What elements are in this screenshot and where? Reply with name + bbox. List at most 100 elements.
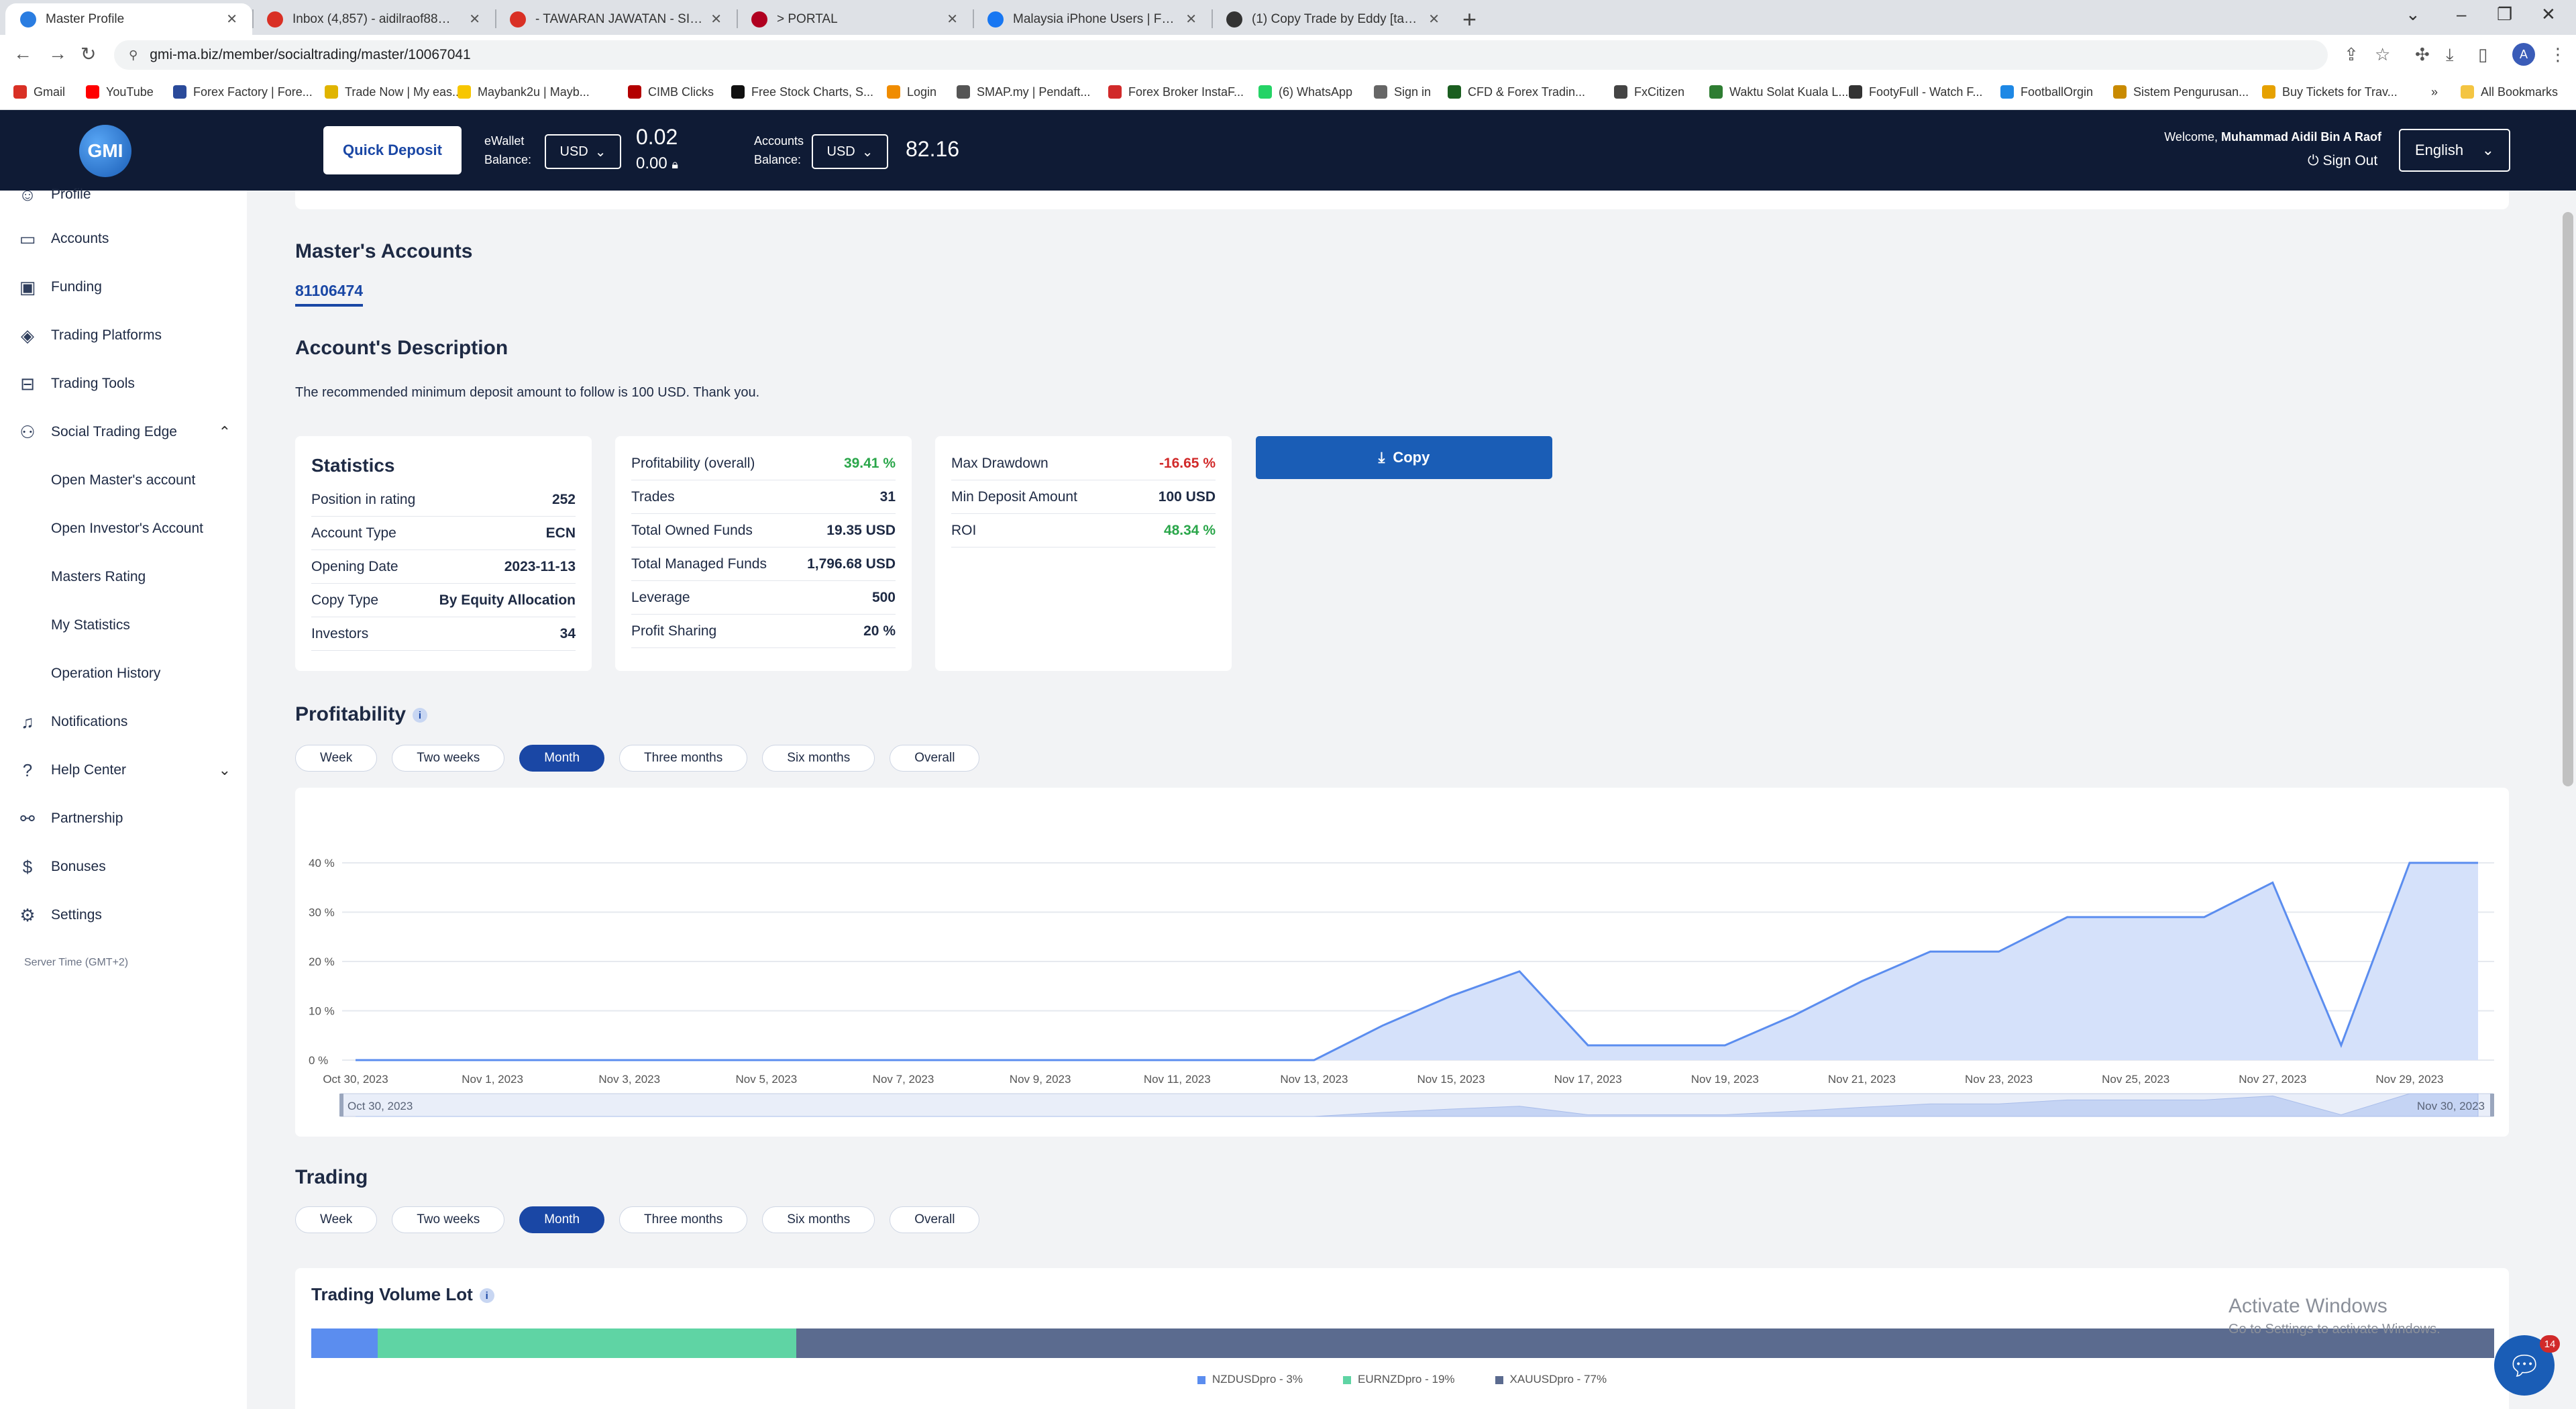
volume-segment[interactable] — [311, 1328, 378, 1358]
browser-tab[interactable]: > PORTAL ✕ — [737, 3, 973, 35]
share-icon[interactable]: ⇪ — [2344, 44, 2359, 64]
bookmark-item[interactable]: Buy Tickets for Trav... — [2262, 74, 2398, 110]
sign-out-link[interactable]: ⏻ Sign Out — [2308, 153, 2378, 168]
ewallet-label: eWallet Balance: — [484, 134, 532, 166]
close-tab-icon[interactable]: ✕ — [226, 12, 237, 27]
bookmark-item[interactable]: FxCitizen — [1614, 74, 1684, 110]
browser-tab[interactable]: - TAWARAN JAWATAN - SISTEM ✕ — [495, 3, 737, 35]
bookmark-item[interactable]: Waktu Solat Kuala L... — [1709, 74, 1848, 110]
reload-icon[interactable]: ↻ — [80, 44, 97, 64]
browser-tab[interactable]: (1) Copy Trade by Eddy [target 2 ✕ — [1212, 3, 1454, 35]
volume-segment[interactable] — [377, 1328, 797, 1358]
period-tab-three-months[interactable]: Three months — [619, 1206, 748, 1233]
stat-label: Leverage — [631, 589, 690, 605]
bookmark-item[interactable]: FootyFull - Watch F... — [1849, 74, 1982, 110]
sidebar-subitem[interactable]: Operation History — [51, 666, 161, 681]
sidebar-item-trading-platforms[interactable]: ◈ Trading Platforms — [0, 315, 247, 356]
bookmark-star-icon[interactable]: ☆ — [2375, 44, 2391, 64]
sidebar-subitem[interactable]: My Statistics — [51, 617, 130, 633]
bookmark-item[interactable]: Trade Now | My eas... — [325, 74, 462, 110]
bookmark-item[interactable]: Gmail — [13, 74, 65, 110]
sidebar-item-accounts[interactable]: ▭ Accounts — [0, 219, 247, 259]
side-panel-icon[interactable]: ▯ — [2478, 44, 2488, 64]
sidebar-item-notifications[interactable]: ♫ Notifications — [0, 702, 247, 742]
period-tab-month[interactable]: Month — [519, 745, 605, 772]
sidebar-subitem[interactable]: Open Investor's Account — [51, 521, 203, 536]
bookmark-item[interactable]: (6) WhatsApp — [1258, 74, 1352, 110]
bookmark-item[interactable]: Forex Broker InstaF... — [1108, 74, 1244, 110]
scrollbar[interactable] — [2563, 212, 2573, 786]
new-tab-button[interactable]: + — [1462, 5, 1477, 33]
period-tab-two-weeks[interactable]: Two weeks — [392, 1206, 505, 1233]
close-tab-icon[interactable]: ✕ — [1185, 12, 1197, 27]
language-select[interactable]: English ⌄ — [2399, 129, 2510, 172]
period-tab-overall[interactable]: Overall — [890, 745, 980, 772]
sidebar-item-trading-tools[interactable]: ⊟ Trading Tools — [0, 364, 247, 404]
bookmark-item[interactable]: YouTube — [86, 74, 154, 110]
gmi-logo[interactable]: GMI — [79, 125, 131, 177]
browser-tab[interactable]: Inbox (4,857) - aidilraof88@gmail.com ✕ — [252, 3, 495, 35]
close-tab-icon[interactable]: ✕ — [1428, 12, 1440, 27]
sidebar-item-funding[interactable]: ▣ Funding — [0, 267, 247, 307]
period-tab-three-months[interactable]: Three months — [619, 745, 748, 772]
tab-divider — [252, 9, 254, 28]
close-window-icon[interactable]: ✕ — [2541, 4, 2556, 24]
url-input[interactable]: ⚲ gmi-ma.biz/member/socialtrading/master… — [114, 40, 2328, 70]
profile-avatar[interactable]: A — [2512, 43, 2535, 66]
navigator-right-handle[interactable] — [2490, 1094, 2494, 1116]
sidebar-subitem[interactable]: Open Master's account — [51, 472, 196, 488]
sidebar-item-partnership[interactable]: ⚯ Partnership — [0, 798, 247, 839]
close-tab-icon[interactable]: ✕ — [947, 12, 958, 27]
bookmark-item[interactable]: FootballOrgin — [2000, 74, 2093, 110]
all-bookmarks[interactable]: All Bookmarks — [2461, 74, 2558, 110]
sidebar-subitem[interactable]: Masters Rating — [51, 569, 146, 584]
navigator-left-handle[interactable] — [339, 1094, 343, 1116]
info-icon[interactable]: i — [479, 1288, 494, 1304]
close-tab-icon[interactable]: ✕ — [710, 12, 722, 27]
period-tab-two-weeks[interactable]: Two weeks — [392, 745, 505, 772]
copy-button[interactable]: ⤓ Copy — [1256, 436, 1552, 479]
downloads-icon[interactable]: ⤓ — [2446, 44, 2454, 64]
bookmark-item[interactable]: Sign in — [1374, 74, 1431, 110]
sidebar-item-social-trading-edge[interactable]: ⚇ Social Trading Edge ⌃ — [0, 412, 247, 452]
back-icon[interactable]: ← — [13, 43, 32, 64]
close-tab-icon[interactable]: ✕ — [469, 12, 480, 27]
bookmark-item[interactable]: Maybank2u | Mayb... — [458, 74, 590, 110]
info-icon[interactable]: i — [413, 708, 428, 723]
period-tab-month[interactable]: Month — [519, 1206, 605, 1233]
volume-segment[interactable] — [796, 1328, 2494, 1358]
bookmark-item[interactable]: Sistem Pengurusan... — [2113, 74, 2249, 110]
site-info-icon[interactable]: ⚲ — [129, 48, 138, 62]
handshake-icon: ⚯ — [20, 808, 35, 829]
sidebar-item-settings[interactable]: ⚙ Settings — [0, 895, 247, 935]
bookmarks-overflow-icon[interactable]: » — [2431, 85, 2438, 99]
bookmark-item[interactable]: CIMB Clicks — [628, 74, 714, 110]
tab-search-icon[interactable]: ⌄ — [2406, 4, 2420, 24]
series-line[interactable] — [356, 862, 2478, 1061]
chat-icon[interactable]: 💬︎ — [2494, 1335, 2555, 1396]
period-tab-overall[interactable]: Overall — [890, 1206, 980, 1233]
forward-icon[interactable]: → — [48, 43, 67, 64]
period-tab-week[interactable]: Week — [295, 1206, 378, 1233]
sidebar-item-help-center[interactable]: ? Help Center ⌄ — [0, 750, 247, 790]
bookmark-item[interactable]: Forex Factory | Fore... — [173, 74, 313, 110]
period-tab-week[interactable]: Week — [295, 745, 378, 772]
menu-icon[interactable]: ⋮ — [2549, 44, 2567, 64]
extensions-icon[interactable]: ✣ — [2415, 44, 2430, 64]
minimize-icon[interactable]: – — [2457, 4, 2467, 24]
account-tab-81106474[interactable]: 81106474 — [295, 282, 364, 307]
bookmark-item[interactable]: SMAP.my | Pendaft... — [957, 74, 1090, 110]
bookmark-item[interactable]: Login — [887, 74, 936, 110]
accounts-currency-select[interactable]: USD ⌄ — [812, 134, 888, 169]
period-tab-six-months[interactable]: Six months — [762, 745, 875, 772]
sidebar-item-bonuses[interactable]: $ Bonuses — [0, 847, 247, 887]
restore-icon[interactable]: ❐ — [2497, 4, 2513, 24]
bookmark-item[interactable]: CFD & Forex Tradin... — [1448, 74, 1585, 110]
browser-tab[interactable]: Master Profile ✕ — [5, 3, 252, 35]
browser-tab[interactable]: Malaysia iPhone Users | Facebook ✕ — [973, 3, 1212, 35]
ewallet-currency-select[interactable]: USD ⌄ — [545, 134, 621, 169]
bookmark-item[interactable]: Free Stock Charts, S... — [731, 74, 873, 110]
sidebar-item-profile[interactable]: ☺ Profile — [0, 174, 247, 215]
quick-deposit-button[interactable]: Quick Deposit — [323, 126, 462, 174]
period-tab-six-months[interactable]: Six months — [762, 1206, 875, 1233]
